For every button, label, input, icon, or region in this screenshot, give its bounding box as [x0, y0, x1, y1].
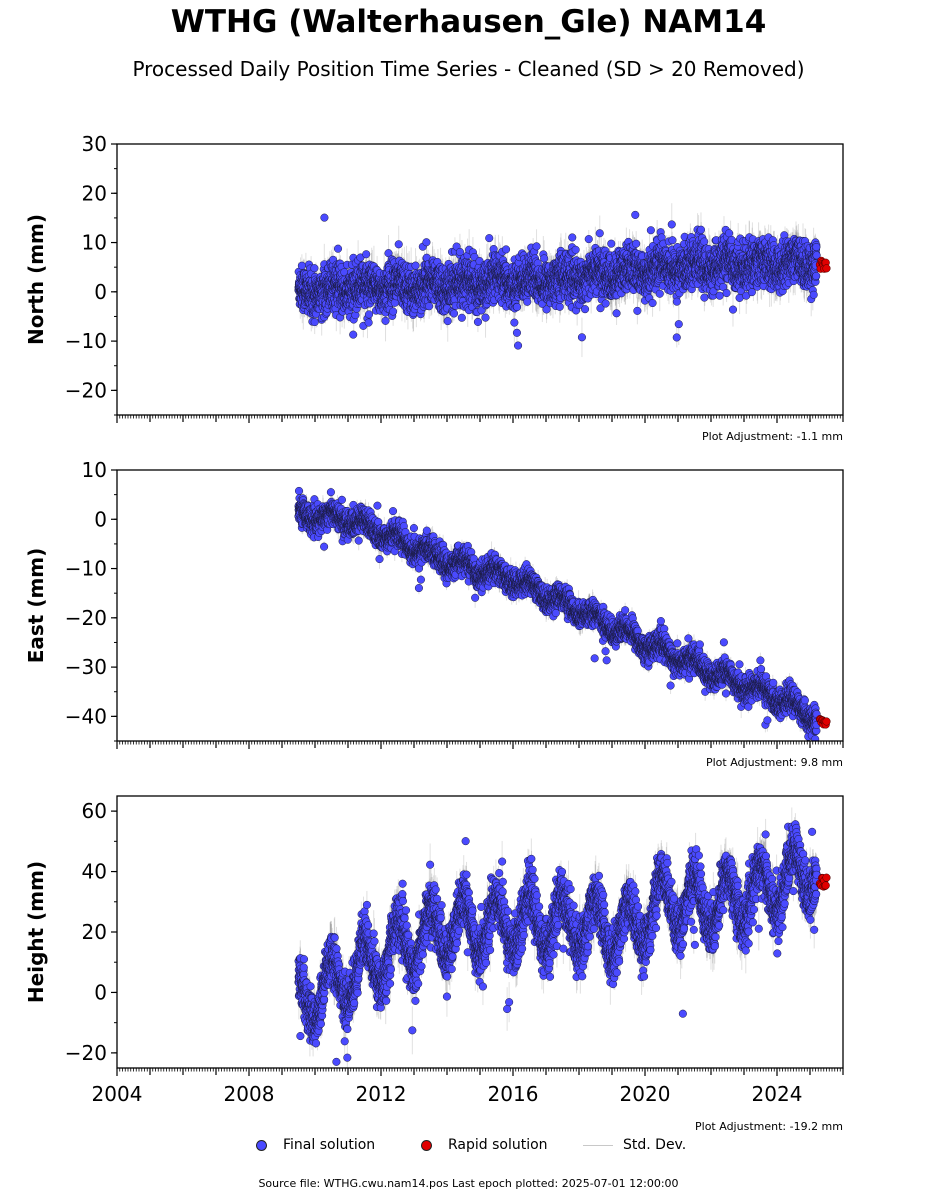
final-point [364, 310, 374, 319]
final-point [501, 245, 511, 254]
plot-area-0 [294, 203, 831, 358]
final-point [425, 302, 434, 311]
final-point [364, 318, 373, 327]
chart-title: WTHG (Walterhausen_Gle) NAM14 [0, 4, 937, 40]
final-point [485, 234, 494, 243]
final-point [523, 297, 532, 306]
final-point [455, 247, 464, 257]
final-point [320, 213, 329, 222]
final-point [310, 317, 319, 327]
final-point [411, 261, 420, 270]
final-point [349, 330, 358, 339]
final-point [512, 328, 521, 337]
final-point [473, 317, 482, 326]
final-point [422, 238, 431, 247]
final-point [512, 302, 522, 312]
final-point [510, 318, 519, 327]
final-point [449, 309, 459, 318]
final-point [532, 242, 541, 251]
final-solution-points-0 [294, 210, 821, 350]
final-point [443, 317, 452, 326]
final-point [333, 244, 343, 253]
final-point [297, 261, 306, 270]
final-point [513, 341, 523, 350]
final-point [362, 250, 371, 259]
final-point [481, 313, 490, 322]
final-point [310, 264, 319, 273]
chart-subtitle: Processed Daily Position Time Series - C… [0, 57, 937, 81]
final-point [381, 316, 390, 325]
final-point [389, 307, 398, 316]
final-point [394, 240, 403, 249]
final-point [457, 313, 466, 322]
